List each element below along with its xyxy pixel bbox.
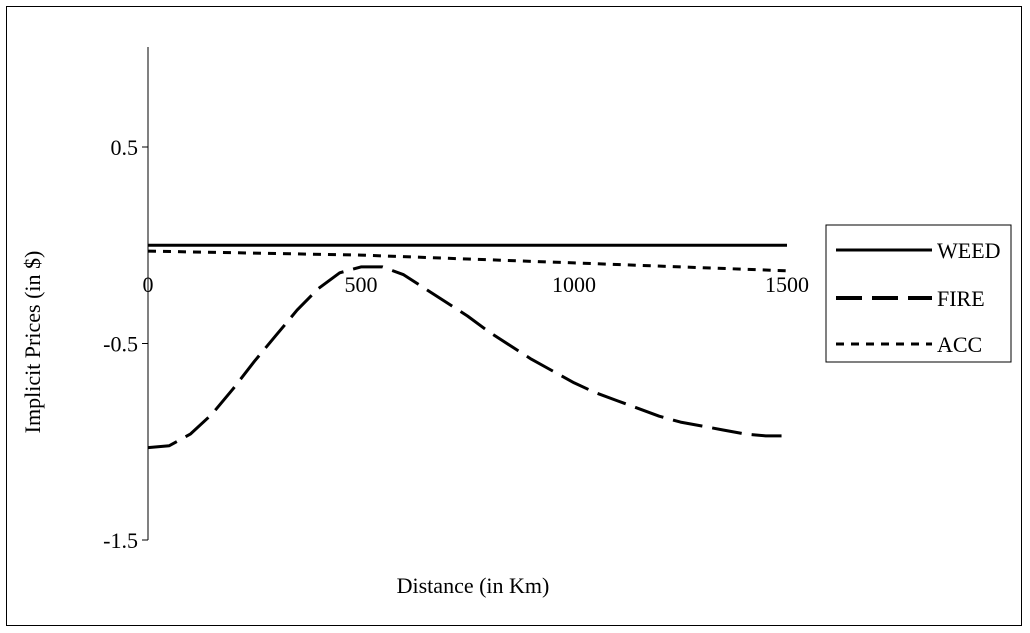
y-tick-label: -1.5	[103, 528, 138, 553]
series-layer	[147, 243, 788, 450]
legend-label-fire: FIRE	[937, 286, 985, 311]
legend-label-weed: WEED	[937, 238, 1001, 263]
x-tick-label: 500	[345, 272, 378, 297]
y-tick-label: -0.5	[103, 332, 138, 357]
x-axis-label: Distance (in Km)	[397, 573, 550, 598]
tick-labels: 0.5 -0.5 -1.5 0 500 1000 1500	[103, 135, 809, 553]
legend-label-acc: ACC	[937, 332, 982, 357]
x-tick-label: 0	[143, 272, 154, 297]
legend: WEED FIRE ACC	[825, 224, 1012, 363]
axes	[142, 47, 149, 541]
legend-box	[825, 224, 1012, 363]
y-tick-label: 0.5	[111, 135, 139, 160]
y-axis-label: Implicit Prices (in $)	[20, 251, 45, 434]
series-line-fire	[147, 265, 787, 450]
series-line-acc	[147, 249, 788, 273]
x-tick-label: 1000	[552, 272, 596, 297]
x-tick-label: 1500	[765, 272, 809, 297]
